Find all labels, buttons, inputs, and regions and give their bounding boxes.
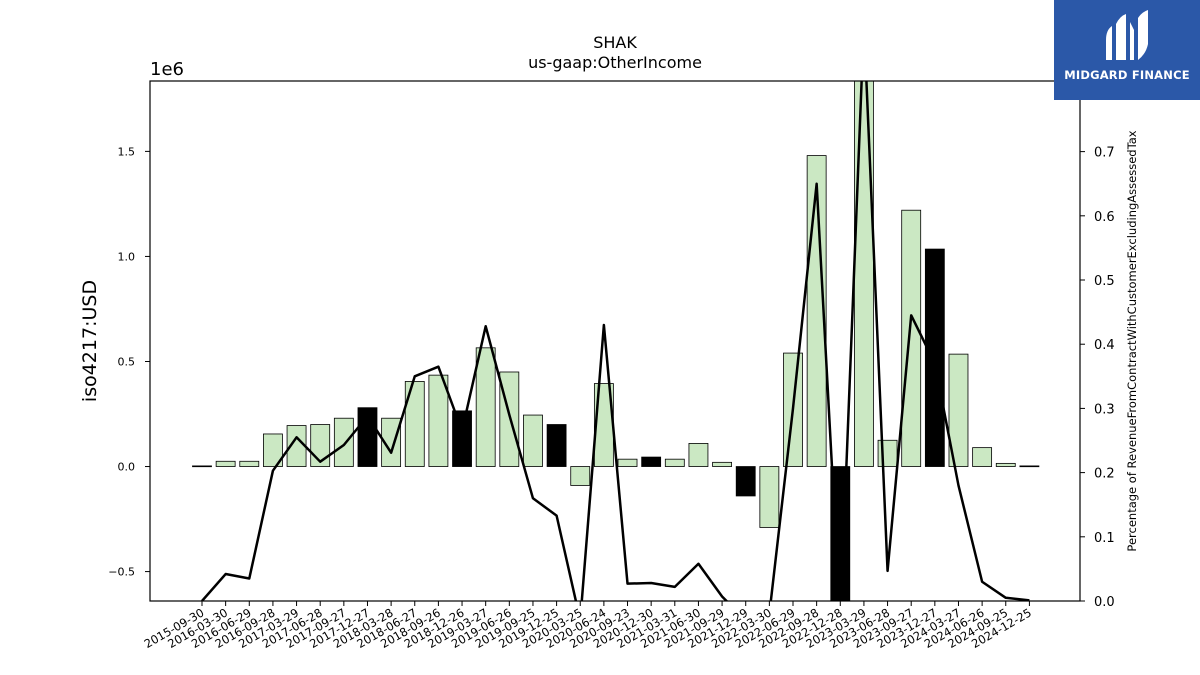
- bar: [381, 417, 402, 467]
- series-line: [201, 81, 1030, 601]
- chart-subtitle: us-gaap:OtherIncome: [528, 53, 702, 72]
- bar: [1019, 465, 1040, 468]
- bar: [404, 381, 425, 467]
- y-tick-label: 1.0: [118, 250, 136, 263]
- y2-tick-label: 0.7: [1094, 146, 1115, 161]
- bar: [617, 458, 638, 467]
- bars-layer: [192, 81, 1040, 601]
- bar: [664, 458, 685, 467]
- y2-tick-label: 0.0: [1094, 595, 1115, 610]
- y2-tick-label: 0.5: [1094, 274, 1115, 289]
- bar: [452, 410, 472, 467]
- y2-axis-label: Percentage of RevenueFromContractWithCus…: [1125, 130, 1139, 551]
- y2-tick-label: 0.1: [1094, 531, 1115, 546]
- bar: [712, 461, 732, 467]
- bar: [924, 248, 945, 467]
- bar: [523, 414, 543, 467]
- y2-tick-label: 0.3: [1094, 402, 1115, 417]
- bar: [735, 466, 756, 497]
- bar: [854, 81, 874, 467]
- bar: [995, 462, 1016, 467]
- bar: [239, 460, 260, 467]
- bar: [948, 353, 969, 467]
- bar: [546, 424, 567, 467]
- y-tick-label: 0.5: [118, 355, 136, 368]
- y2-tick-label: 0.4: [1094, 338, 1115, 353]
- logo-mark-icon: [1106, 10, 1148, 60]
- bar: [972, 447, 993, 467]
- line-layer: [201, 81, 1030, 601]
- y2-tick-label: 0.6: [1094, 210, 1115, 225]
- logo-text: MIDGARD FINANCE: [1064, 68, 1190, 82]
- bar: [759, 466, 780, 528]
- bar: [215, 460, 236, 467]
- bar: [428, 374, 449, 467]
- bar: [192, 465, 212, 468]
- bar: [475, 347, 496, 467]
- axes-layer: −0.5 0.0 0.5 1.0 1.5 0.0 0.1 0.2 0.3 0.4 0.5 0.6 0.7…: [108, 80, 1115, 651]
- plot-frame: [149, 80, 1081, 602]
- bar: [901, 209, 922, 467]
- y-axis-label: iso4217:USD: [79, 280, 101, 402]
- brand-logo: MIDGARD FINANCE: [1054, 0, 1200, 100]
- bar: [688, 443, 709, 467]
- y2-tick-label: 0.2: [1094, 467, 1115, 482]
- bar: [333, 417, 354, 467]
- chart-title: SHAK: [593, 33, 637, 52]
- y-tick-label: 0.0: [118, 461, 136, 474]
- y-tick-label: 1.5: [118, 145, 136, 158]
- bar: [641, 456, 662, 467]
- y-tick-label: −0.5: [108, 566, 135, 579]
- bar: [263, 433, 283, 467]
- offset-label: 1e6: [150, 59, 184, 80]
- bar: [570, 466, 591, 486]
